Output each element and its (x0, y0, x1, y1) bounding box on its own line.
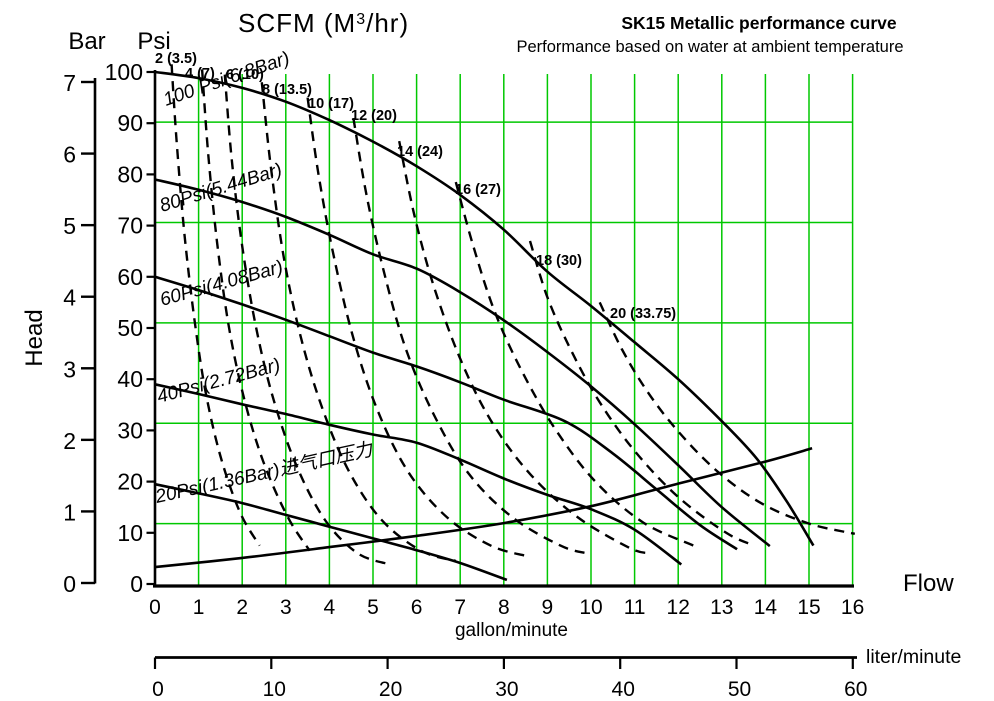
psi-tick-label-70: 70 (117, 213, 143, 239)
chart-subtitle: Performance based on water at ambient te… (516, 38, 904, 56)
pressure-curve-p40 (154, 383, 683, 566)
psi-tick-label-20: 20 (117, 469, 143, 495)
bar-axis-title: Bar (68, 28, 106, 55)
psi-tick-label-80: 80 (117, 161, 143, 187)
bar-tick-label-2: 2 (63, 428, 76, 454)
liter-tick-label-50: 50 (728, 678, 751, 701)
gallon-tick-label-0: 0 (149, 596, 161, 619)
air-consumption-label-18: 18 (30) (536, 253, 582, 269)
gallon-tick-label-15: 15 (797, 596, 820, 619)
gallon-tick-label-11: 11 (624, 596, 646, 619)
pressure-curve-p20 (154, 482, 508, 582)
gallon-tick-label-16: 16 (841, 596, 864, 619)
liter-tick-label-0: 0 (152, 678, 164, 701)
liter-axis-title: liter/minute (866, 646, 962, 668)
psi-tick-label-100: 100 (105, 59, 143, 85)
scfm-superscript: 3 (356, 11, 367, 28)
bar-tick-label-5: 5 (63, 213, 76, 239)
gallon-tick-label-5: 5 (367, 596, 379, 619)
psi-axis-title: Psi (137, 28, 171, 55)
gallon-tick-label-9: 9 (542, 596, 554, 619)
gallon-tick-label-14: 14 (754, 596, 778, 619)
air-consumption-label-8: 8 (13.5) (262, 82, 312, 98)
chart-title: SK15 Metallic performance curve (621, 13, 897, 33)
psi-tick-label-40: 40 (117, 366, 143, 392)
air-consumption-curve-18 (528, 240, 755, 547)
rising-curve (154, 447, 813, 569)
air-consumption-label-10: 10 (17) (308, 96, 354, 112)
gallon-tick-label-4: 4 (324, 596, 336, 619)
bar-tick-label-4: 4 (63, 285, 76, 311)
pressure-curve-p60 (154, 275, 738, 551)
bar-tick-label-7: 7 (63, 70, 76, 96)
psi-tick-label-60: 60 (117, 264, 143, 290)
liter-tick-label-30: 30 (495, 678, 518, 701)
gallon-tick-label-3: 3 (280, 596, 292, 619)
psi-tick-label-0: 0 (130, 571, 143, 597)
liter-tick-label-40: 40 (612, 678, 635, 701)
gallon-tick-label-7: 7 (454, 596, 466, 619)
air-consumption-curve-10 (306, 97, 526, 557)
bar-tick-label-0: 0 (63, 571, 76, 597)
air-consumption-label-14: 14 (24) (397, 144, 443, 160)
gallon-tick-label-12: 12 (667, 596, 690, 619)
gallon-tick-label-2: 2 (236, 596, 248, 619)
liter-tick-label-20: 20 (379, 678, 402, 701)
air-consumption-curve-20 (598, 301, 856, 535)
gallon-tick-label-10: 10 (579, 596, 602, 619)
liter-tick-label-60: 60 (844, 678, 867, 701)
bar-tick-label-6: 6 (63, 142, 76, 168)
pressure-curve-label-p20: 20Psi(1.36Bar)进气口压力 (153, 439, 377, 508)
scfm-axis-title: SCFM (M3/hr) (238, 8, 409, 39)
bar-tick-label-3: 3 (63, 356, 76, 382)
gallon-tick-label-13: 13 (710, 596, 733, 619)
psi-tick-label-50: 50 (117, 315, 143, 341)
air-consumption-label-12: 12 (20) (351, 108, 397, 124)
pressure-curve-label-p80: 80Psi(5.44Bar) (157, 160, 284, 217)
air-consumption-label-20: 20 (33.75) (610, 306, 676, 322)
head-axis-title: Head (21, 309, 48, 367)
psi-tick-label-10: 10 (117, 520, 143, 546)
pressure-curve-p80 (154, 178, 771, 548)
liter-tick-label-10: 10 (263, 678, 286, 701)
air-consumption-curve-16 (454, 181, 694, 547)
psi-tick-label-90: 90 (117, 110, 143, 136)
gallon-axis-title: gallon/minute (454, 620, 569, 641)
scfm-prefix: SCFM (M (238, 8, 357, 38)
air-consumption-label-2: 2 (3.5) (155, 51, 197, 67)
pressure-curve-p100 (154, 70, 815, 547)
gallon-tick-label-8: 8 (498, 596, 510, 619)
air-consumption-curve-6 (223, 74, 391, 566)
air-consumption-curve-14 (398, 140, 651, 555)
gallon-tick-label-1: 1 (193, 596, 205, 619)
air-consumption-label-6: 6 (10) (226, 67, 264, 83)
air-consumption-label-16: 16 (27) (455, 182, 501, 198)
gallon-tick-label-6: 6 (411, 596, 423, 619)
bar-tick-label-1: 1 (63, 499, 76, 525)
air-consumption-curve-4 (200, 69, 311, 552)
psi-tick-label-30: 30 (117, 417, 143, 443)
scfm-suffix: /hr) (366, 8, 410, 38)
flow-axis-title: Flow (903, 570, 954, 597)
